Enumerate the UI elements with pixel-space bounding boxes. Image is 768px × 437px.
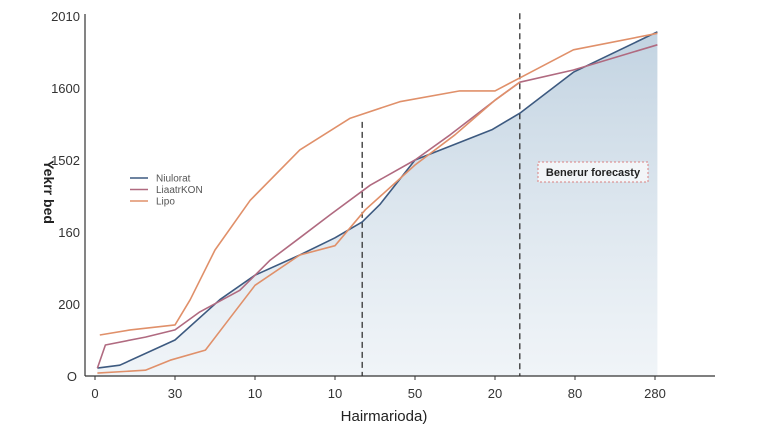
legend-label: LiaatrKON (156, 185, 203, 196)
x-axis-title: Hairmarioda) (341, 408, 428, 425)
y-tick-label: 200 (58, 297, 80, 312)
x-tick-label: 10 (248, 386, 262, 401)
x-tick-label: 280 (644, 386, 666, 401)
y-tick-label: 160 (58, 225, 80, 240)
x-tick-label: 10 (328, 386, 342, 401)
x-tick-label: 50 (408, 386, 422, 401)
x-tick-label: 0 (91, 386, 98, 401)
forecast-annotation: Benerur forecasty (538, 162, 648, 182)
y-tick-label: O (67, 369, 77, 384)
y-tick-label: 1600 (51, 81, 80, 96)
forecast-annotation-label: Benerur forecasty (546, 167, 641, 179)
y-tick-label: 2010 (51, 9, 80, 24)
legend-label: Niulorat (156, 174, 191, 185)
x-tick-label: 80 (568, 386, 582, 401)
y-axis-title: Yekrr bed (41, 160, 57, 224)
legend-label: Lipo (156, 197, 175, 208)
x-tick-label: 20 (488, 386, 502, 401)
x-tick-label: 30 (168, 386, 182, 401)
